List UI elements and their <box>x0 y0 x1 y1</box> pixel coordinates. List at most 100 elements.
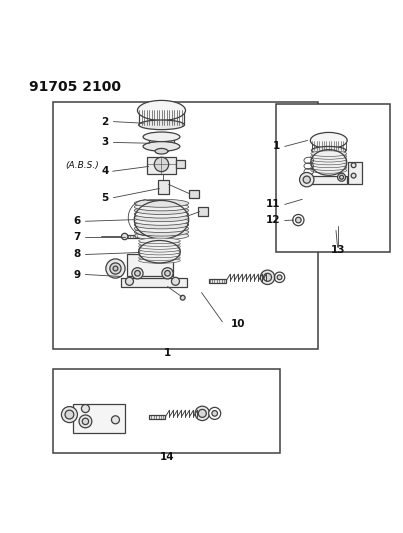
Ellipse shape <box>139 255 180 261</box>
Text: 91705 2100: 91705 2100 <box>29 80 121 94</box>
Bar <box>73 404 125 433</box>
Ellipse shape <box>311 151 347 157</box>
Bar <box>209 279 226 282</box>
Circle shape <box>113 266 118 271</box>
Ellipse shape <box>134 232 189 240</box>
Circle shape <box>212 410 218 416</box>
Bar <box>54 368 280 453</box>
Text: 3: 3 <box>102 138 109 148</box>
Bar <box>127 235 139 238</box>
Ellipse shape <box>311 154 347 159</box>
Bar <box>149 136 174 147</box>
Text: 1: 1 <box>164 348 171 358</box>
Ellipse shape <box>139 241 180 246</box>
Ellipse shape <box>318 155 340 161</box>
Bar <box>176 160 185 168</box>
Circle shape <box>121 233 128 240</box>
Bar <box>312 141 346 150</box>
Text: 10: 10 <box>231 319 245 329</box>
Ellipse shape <box>139 252 180 257</box>
Circle shape <box>351 163 356 168</box>
Circle shape <box>340 175 344 179</box>
Circle shape <box>351 173 356 178</box>
Text: 9: 9 <box>73 270 81 279</box>
Ellipse shape <box>134 224 189 232</box>
Ellipse shape <box>312 147 346 155</box>
Circle shape <box>264 273 272 281</box>
Circle shape <box>277 275 282 280</box>
Circle shape <box>112 416 119 424</box>
Bar <box>276 104 390 253</box>
Bar <box>311 176 347 184</box>
Bar <box>149 415 165 418</box>
Circle shape <box>79 415 92 428</box>
Circle shape <box>61 407 77 423</box>
Circle shape <box>260 270 275 285</box>
Ellipse shape <box>311 162 347 168</box>
Ellipse shape <box>134 217 189 225</box>
Circle shape <box>303 176 310 183</box>
Circle shape <box>195 406 210 421</box>
Ellipse shape <box>155 148 168 154</box>
Bar <box>139 110 184 125</box>
Circle shape <box>172 277 179 285</box>
Bar <box>54 102 318 349</box>
Circle shape <box>106 259 125 278</box>
Ellipse shape <box>143 142 180 151</box>
Ellipse shape <box>139 249 180 255</box>
Bar <box>147 157 176 174</box>
Text: 6: 6 <box>73 216 81 227</box>
Circle shape <box>125 277 133 285</box>
Ellipse shape <box>139 246 180 252</box>
Text: 13: 13 <box>330 245 345 255</box>
Bar <box>127 254 172 276</box>
Circle shape <box>154 157 169 172</box>
Circle shape <box>81 405 89 413</box>
Ellipse shape <box>311 168 347 173</box>
Text: (A.B.S.): (A.B.S.) <box>65 161 99 170</box>
Circle shape <box>293 214 304 225</box>
Text: 8: 8 <box>73 249 81 260</box>
Bar <box>198 207 208 216</box>
Text: 11: 11 <box>266 199 280 209</box>
Ellipse shape <box>134 206 189 214</box>
Circle shape <box>295 217 301 223</box>
Circle shape <box>338 173 346 181</box>
Ellipse shape <box>134 199 189 207</box>
Ellipse shape <box>310 132 347 148</box>
Ellipse shape <box>134 203 189 211</box>
Bar <box>158 180 169 193</box>
Circle shape <box>132 268 143 279</box>
Text: 1: 1 <box>273 141 280 151</box>
Ellipse shape <box>139 238 180 244</box>
Bar <box>189 190 199 198</box>
Ellipse shape <box>311 165 347 171</box>
Circle shape <box>162 268 173 279</box>
Circle shape <box>110 263 121 274</box>
Ellipse shape <box>143 132 180 142</box>
Circle shape <box>82 418 89 425</box>
Text: 4: 4 <box>101 166 109 176</box>
Text: 5: 5 <box>102 192 109 203</box>
Ellipse shape <box>134 228 189 236</box>
Text: 14: 14 <box>160 451 175 462</box>
Bar <box>121 278 187 287</box>
Ellipse shape <box>134 221 189 229</box>
Circle shape <box>65 410 74 419</box>
Ellipse shape <box>139 257 180 263</box>
Bar <box>318 150 340 158</box>
Circle shape <box>209 407 221 419</box>
Circle shape <box>180 295 185 300</box>
Circle shape <box>165 271 170 276</box>
Ellipse shape <box>139 244 180 249</box>
Ellipse shape <box>311 159 347 165</box>
Circle shape <box>198 409 206 417</box>
Bar <box>348 163 361 184</box>
Ellipse shape <box>134 210 189 218</box>
Text: 12: 12 <box>266 215 280 225</box>
Ellipse shape <box>134 214 189 222</box>
Text: 7: 7 <box>73 232 81 243</box>
Ellipse shape <box>311 157 347 162</box>
Ellipse shape <box>139 120 184 130</box>
Ellipse shape <box>137 100 185 120</box>
